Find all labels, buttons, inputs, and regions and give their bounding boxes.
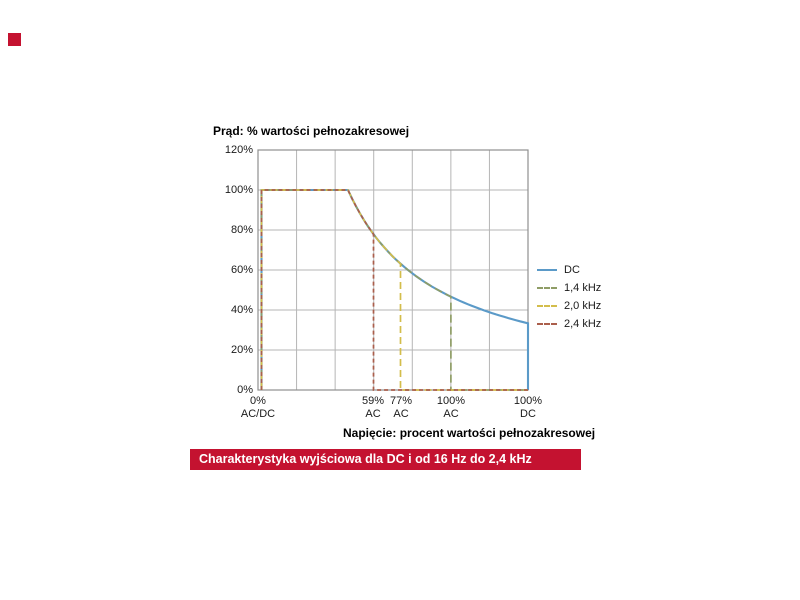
x-tick-value: 0% xyxy=(250,395,266,407)
x-tick-unit: AC xyxy=(393,408,409,420)
x-tick-100-dc: 100% DC xyxy=(498,395,558,421)
y-tick-100: 100% xyxy=(224,184,253,196)
y-tick-120: 120% xyxy=(224,144,253,156)
legend-label: 1,4 kHz xyxy=(564,282,602,294)
red-square-mark xyxy=(8,33,21,46)
x-tick-unit: AC xyxy=(443,408,459,420)
y-tick-0: 0% xyxy=(237,384,253,396)
x-tick-unit: DC xyxy=(520,408,536,420)
legend-item-dc: DC xyxy=(537,263,580,277)
chart-title: Prąd: % wartości pełnozakresowej xyxy=(213,124,410,138)
1-4khz-line-swatch xyxy=(537,287,557,289)
y-tick-40: 40% xyxy=(230,304,253,316)
y-tick-20: 20% xyxy=(230,344,253,356)
legend-item-2-0khz: 2,0 kHz xyxy=(537,299,601,313)
x-axis-title: Napięcie: procent wartości pełnozakresow… xyxy=(343,426,596,440)
x-tick-unit: AC xyxy=(365,408,381,420)
y-tick-80: 80% xyxy=(230,224,253,236)
caption-banner: Charakterystyka wyjściowa dla DC i od 16… xyxy=(190,449,581,470)
x-tick-0-acdc: 0% AC/DC xyxy=(228,395,288,421)
x-tick-100-ac: 100% AC xyxy=(421,395,481,421)
legend-label: DC xyxy=(564,264,580,276)
x-tick-value: 59% xyxy=(361,395,385,407)
legend-label: 2,4 kHz xyxy=(564,318,602,330)
x-tick-value: 100% xyxy=(436,395,466,407)
x-tick-59-ac: 59% AC xyxy=(343,395,403,421)
y-tick-60: 60% xyxy=(230,264,253,276)
legend-item-1-4khz: 1,4 kHz xyxy=(537,281,601,295)
2-0khz-line-swatch xyxy=(537,305,557,307)
x-tick-value: 100% xyxy=(513,395,543,407)
dc-line-swatch xyxy=(537,269,557,271)
x-tick-unit: AC/DC xyxy=(240,408,276,420)
legend-item-2-4khz: 2,4 kHz xyxy=(537,317,601,331)
x-tick-value: 77% xyxy=(389,395,413,407)
x-tick-77-ac: 77% AC xyxy=(371,395,431,421)
2-4khz-line-swatch xyxy=(537,323,557,325)
legend-label: 2,0 kHz xyxy=(564,300,602,312)
